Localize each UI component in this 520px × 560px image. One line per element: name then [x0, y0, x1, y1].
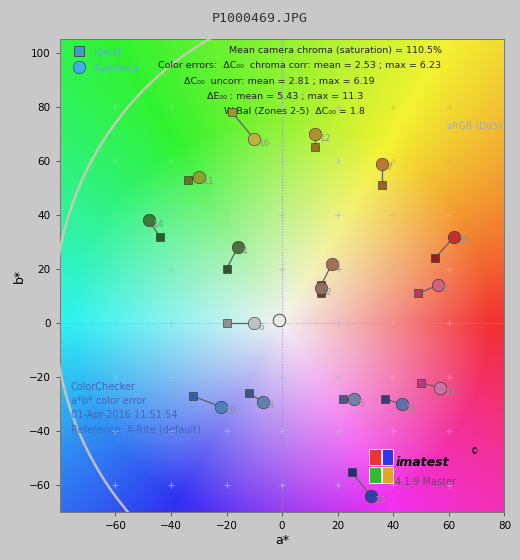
- Text: 4.1.9 Master: 4.1.9 Master: [396, 477, 457, 487]
- Text: W Bal (Zones 2-5)  ΔC₀₀ = 1.8: W Bal (Zones 2-5) ΔC₀₀ = 1.8: [224, 107, 365, 116]
- Text: 7: 7: [386, 164, 392, 172]
- Text: Color errors:  ΔC₀₀  chroma corr: mean = 2.53 ; max = 6.23: Color errors: ΔC₀₀ chroma corr: mean = 2…: [158, 62, 440, 71]
- FancyBboxPatch shape: [382, 449, 393, 465]
- FancyBboxPatch shape: [369, 466, 381, 483]
- Text: 9: 9: [442, 285, 448, 294]
- Text: ΔE₀₀ : mean = 5.43 ; max = 11.3: ΔE₀₀ : mean = 5.43 ; max = 11.3: [206, 92, 363, 101]
- Text: 12: 12: [320, 134, 331, 143]
- Text: P1000469.JPG: P1000469.JPG: [212, 12, 308, 25]
- Text: ©: ©: [471, 447, 478, 456]
- Text: 5: 5: [358, 399, 365, 408]
- Text: 16: 16: [258, 139, 270, 148]
- Text: imatest: imatest: [396, 456, 449, 469]
- Y-axis label: b*: b*: [13, 269, 26, 283]
- Text: 4: 4: [242, 247, 248, 256]
- Legend: Ideal, Camera: Ideal, Camera: [66, 45, 140, 74]
- Text: 2: 2: [325, 288, 331, 297]
- Text: sRGB (D65): sRGB (D65): [447, 122, 502, 130]
- FancyBboxPatch shape: [382, 466, 393, 483]
- X-axis label: a*: a*: [275, 534, 289, 547]
- FancyBboxPatch shape: [369, 449, 381, 465]
- Text: ΔC₀₀  uncorr: mean = 2.81 ; max = 6.19: ΔC₀₀ uncorr: mean = 2.81 ; max = 6.19: [184, 77, 375, 86]
- Text: 6: 6: [258, 323, 264, 332]
- Text: 3: 3: [267, 402, 272, 410]
- Text: ColorChecker
a*b* color error
01-Apr-2016 11:51:54
Reference: X-Rite (default): ColorChecker a*b* color error 01-Apr-201…: [71, 382, 201, 434]
- Text: Mean camera chroma (saturation) = 110.5%: Mean camera chroma (saturation) = 110.5%: [229, 46, 442, 55]
- Text: 18: 18: [225, 407, 237, 416]
- Text: 10: 10: [406, 404, 417, 413]
- Text: 11: 11: [203, 177, 214, 186]
- Text: 14: 14: [153, 220, 164, 229]
- Text: 13: 13: [375, 496, 387, 505]
- Text: 15: 15: [459, 236, 470, 245]
- Text: 17: 17: [445, 388, 456, 397]
- Text: 1: 1: [336, 263, 342, 272]
